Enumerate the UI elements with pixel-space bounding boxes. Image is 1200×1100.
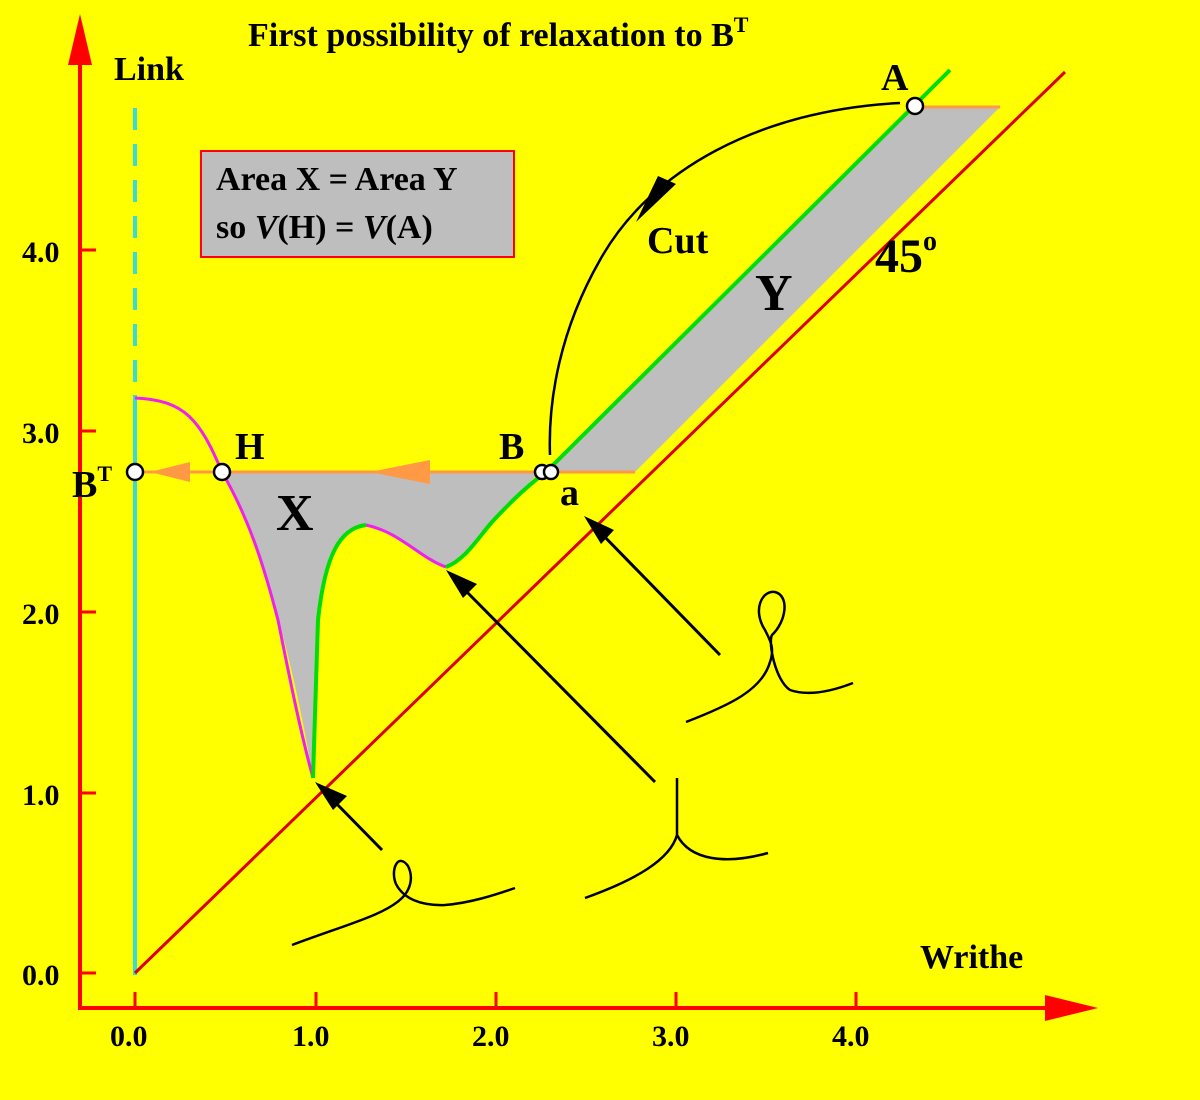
angle-value: 45	[875, 230, 923, 283]
x-tick-label: 3.0	[652, 1020, 690, 1053]
cut-label: Cut	[647, 220, 709, 262]
point-bt-marker	[125, 462, 145, 482]
area-equality-line1: Area X = Area Y	[216, 161, 458, 198]
pointer-arrow-to-dip	[328, 795, 384, 852]
a-paren: (A)	[386, 209, 433, 246]
area-y-label: Y	[755, 265, 793, 322]
point-markers	[125, 96, 925, 482]
shaded-areas	[222, 107, 1000, 778]
diagonal-45-line	[133, 70, 1067, 975]
x-axis-arrowhead	[1045, 995, 1098, 1021]
v-symbol-h: V	[255, 209, 280, 246]
y-tick-label: 1.0	[22, 779, 60, 812]
y-axis-title: Link	[114, 51, 184, 88]
h-paren: (H) =	[277, 209, 362, 246]
angle-label: 45o	[875, 226, 937, 283]
title-superscript: T	[734, 12, 749, 37]
cut-arrowhead	[636, 176, 676, 222]
angle-degree: o	[923, 226, 937, 257]
pointer-arrowhead-min	[446, 570, 477, 598]
area-equality-line2: so V(H) = V(A)	[216, 209, 433, 246]
magenta-curve-segment	[365, 523, 447, 569]
label-a-upper: A	[881, 57, 909, 99]
line2-prefix: so	[216, 209, 255, 246]
y-tick-label: 0.0	[22, 959, 60, 992]
label-bt: BT	[72, 461, 112, 506]
orange-arrowhead-mid	[370, 460, 430, 484]
pointer-arrowhead-a	[584, 516, 614, 544]
orange-arrowhead-left	[150, 462, 190, 482]
diagram-title: First possibility of relaxation to BT	[248, 12, 749, 54]
x-axis-title: Writhe	[920, 939, 1023, 976]
label-h: H	[235, 426, 265, 468]
title-main: First possibility of relaxation to B	[248, 17, 734, 54]
area-equality-box: Area X = Area Y so V(H) = V(A)	[200, 150, 515, 258]
point-a-marker	[905, 96, 925, 116]
magenta-energy-curve	[134, 396, 315, 779]
rope-sketch-loop-bottom	[291, 859, 516, 947]
pointer-arrowhead-dip	[315, 782, 347, 810]
x-tick-label: 4.0	[832, 1020, 870, 1053]
pointer-arrow-to-a	[596, 528, 722, 657]
area-x-label: X	[276, 485, 314, 542]
pointer-arrows	[315, 516, 722, 852]
point-b2-marker	[542, 463, 560, 481]
label-a-lower: a	[560, 472, 579, 514]
label-bt-sup: T	[97, 461, 112, 486]
tick-labels: 4.0 3.0 2.0 1.0 0.0 0.0 1.0 2.0 3.0 4.0	[22, 236, 870, 1053]
y-tick-label: 4.0	[22, 236, 60, 269]
y-tick-label: 2.0	[22, 598, 60, 631]
area-x-region	[222, 472, 540, 778]
x-tick-label: 1.0	[292, 1020, 330, 1053]
area-equality-box-bg	[200, 150, 515, 258]
axes	[68, 14, 1098, 1021]
y-tick-label: 3.0	[22, 417, 60, 450]
x-tick-label: 0.0	[110, 1020, 148, 1053]
y-axis-arrowhead	[68, 14, 92, 65]
area-y-region	[548, 107, 1000, 472]
label-b: B	[499, 426, 524, 468]
green-energy-curve	[311, 523, 367, 779]
rope-sketch-loop-top	[685, 590, 854, 724]
green-curve-upper	[445, 68, 952, 569]
rope-sketches	[291, 590, 854, 947]
x-tick-label: 2.0	[472, 1020, 510, 1053]
v-symbol-a: V	[363, 209, 388, 246]
pointer-arrow-to-min	[458, 583, 657, 784]
point-h-marker	[212, 462, 232, 482]
cut-arrow-path	[548, 101, 901, 456]
label-bt-base: B	[72, 464, 97, 506]
rope-sketch-cusp	[584, 778, 769, 900]
